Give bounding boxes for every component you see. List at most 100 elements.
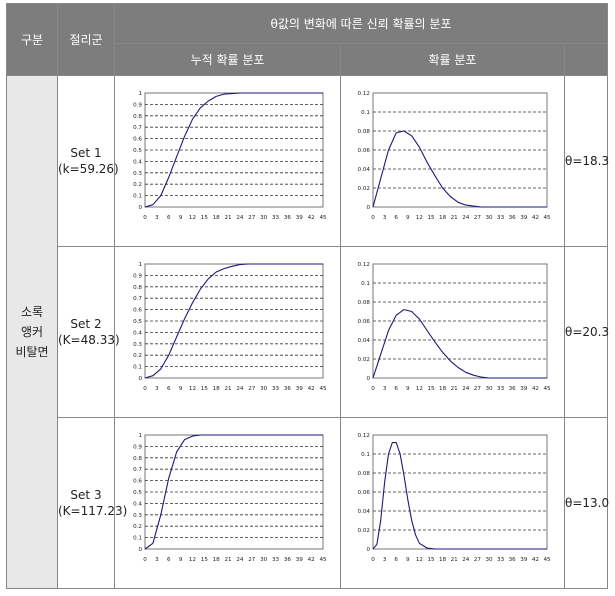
- x-tick-label: 12: [189, 215, 196, 221]
- x-tick-label: 9: [406, 386, 410, 392]
- x-tick-label: 18: [439, 386, 447, 392]
- x-tick-label: 30: [485, 386, 493, 392]
- set-cell: Set 2 (K=48.33): [57, 246, 120, 418]
- y-tick-label: 0.02: [358, 186, 370, 192]
- group-line: 비탈면: [15, 345, 49, 359]
- x-tick-label: 24: [236, 386, 244, 392]
- y-tick-label: 0.08: [358, 471, 371, 477]
- header-cdf: 누적 확률 분포: [114, 43, 341, 76]
- x-tick-label: 42: [308, 386, 315, 392]
- x-tick-label: 36: [284, 557, 292, 563]
- x-tick-label: 24: [462, 386, 470, 392]
- x-tick-label: 33: [272, 386, 280, 392]
- set-cell: Set 3 (K=117.23): [57, 417, 128, 589]
- distribution-table: 구분 절리군 θ값의 변화에 따른 신뢰 확률의 분포 누적 확률 분포 확률 …: [6, 3, 609, 589]
- y-tick-label: 0.1: [133, 535, 142, 541]
- x-tick-label: 33: [497, 215, 505, 221]
- group-cell: 소록 앵커 비탈면: [6, 75, 58, 589]
- y-tick-label: 0.1: [361, 110, 370, 116]
- x-tick-label: 0: [143, 557, 147, 563]
- x-tick-label: 45: [543, 386, 551, 392]
- x-tick-label: 18: [439, 215, 447, 221]
- x-tick-label: 42: [308, 557, 315, 563]
- y-tick-label: 0.12: [358, 262, 370, 268]
- series-line: [372, 129, 547, 208]
- y-tick-label: 1: [138, 262, 142, 268]
- x-tick-label: 42: [532, 557, 539, 563]
- y-tick-label: 0.7: [133, 467, 142, 473]
- y-tick-label: 0.4: [133, 330, 142, 336]
- y-tick-label: 0.4: [133, 159, 142, 165]
- y-tick-label: 0: [138, 376, 142, 382]
- header-theta-blank: [563, 43, 609, 76]
- y-tick-label: 0.8: [133, 113, 142, 119]
- y-tick-label: 0.06: [358, 490, 371, 496]
- table-row: 소록 앵커 비탈면 Set 1 (k=59.26) 0 0.1 0.2 0.3 0.4 0…: [6, 75, 609, 589]
- set-cell: Set 1 (k=59.26): [57, 75, 119, 247]
- x-tick-label: 45: [319, 557, 327, 563]
- x-tick-label: 27: [474, 557, 482, 563]
- header-row-1: 구분 절리군 θ값의 변화에 따른 신뢰 확률의 분포: [6, 3, 609, 76]
- y-tick-label: 0.1: [133, 193, 142, 199]
- x-tick-label: 45: [319, 215, 327, 221]
- y-tick-label: 0.3: [133, 170, 142, 176]
- x-tick-label: 15: [427, 386, 435, 392]
- y-tick-label: 0.4: [133, 501, 142, 507]
- y-tick-label: 0.2: [133, 353, 142, 359]
- x-tick-label: 3: [383, 386, 387, 392]
- y-tick-label: 0.9: [133, 273, 142, 279]
- y-tick-label: 0.04: [358, 338, 371, 344]
- y-tick-label: 0.06: [358, 148, 371, 154]
- y-tick-label: 0.02: [358, 528, 370, 534]
- y-tick-label: 0.5: [133, 319, 142, 325]
- x-tick-label: 33: [497, 557, 505, 563]
- x-tick-label: 42: [308, 215, 315, 221]
- y-tick-label: 0.6: [133, 136, 142, 142]
- y-tick-label: 0.2: [133, 182, 142, 188]
- series-line: [144, 91, 323, 208]
- series-line: [144, 433, 323, 549]
- x-tick-label: 6: [394, 215, 398, 221]
- set-k: (k=59.26): [58, 162, 119, 176]
- y-tick-label: 0.1: [133, 364, 142, 370]
- x-tick-label: 21: [451, 557, 459, 563]
- x-tick-label: 12: [416, 386, 423, 392]
- y-tick-label: 0.8: [133, 284, 142, 290]
- x-tick-label: 39: [296, 557, 304, 563]
- table-row: Set 3 (K=117.23) 0 0.1 0.2 0.3 0.4 0.5 0.6 0.7 0…: [7, 417, 609, 589]
- y-tick-label: 0.6: [133, 307, 142, 313]
- x-tick-label: 18: [213, 557, 221, 563]
- y-tick-label: 0: [366, 376, 370, 382]
- header-main: θ값의 변화에 따른 신뢰 확률의 분포: [113, 3, 609, 44]
- x-tick-label: 6: [167, 215, 171, 221]
- y-tick-label: 0.7: [133, 296, 142, 302]
- chart-cell: 0 0.02 0.04 0.06 0.08 0.1 0.12 0 3 6 9 12 15 18 21 24 27…: [340, 75, 565, 247]
- theta-value: θ=18.3: [563, 75, 609, 247]
- x-tick-label: 21: [225, 386, 233, 392]
- x-tick-label: 39: [520, 557, 528, 563]
- cdf-chart: 00.10.20.30.40.50.60.70.80.910 3 6 9 12 15 18 2…: [133, 262, 327, 392]
- chart-cell: 0 0.1 0.2 0.3 0.4 0.5 0.6 0.7 0.8 0.9 1 0 3 6 9 12 15 18 2…: [114, 417, 341, 589]
- x-tick-label: 0: [371, 557, 375, 563]
- x-tick-label: 30: [260, 215, 268, 221]
- set-name: Set 1: [70, 146, 102, 160]
- y-tick-label: 0.04: [358, 509, 371, 515]
- x-tick-label: 30: [485, 215, 493, 221]
- y-tick-label: 0.6: [133, 478, 142, 484]
- x-tick-label: 3: [383, 557, 387, 563]
- x-tick-label: 21: [225, 557, 233, 563]
- chart-cell: 0 0.02 0.04 0.06 0.08 0.1 0.12 0 3 6 9 12 15 18 21 24 27…: [340, 246, 565, 418]
- x-tick-label: 6: [167, 557, 171, 563]
- x-tick-label: 6: [394, 386, 398, 392]
- table-row: Set 2 (K=48.33) 0 0.1 0.2 0.3 0.4 0.5 0.6 0.7 0.…: [7, 246, 609, 418]
- x-tick-label: 15: [427, 557, 435, 563]
- set-k: (K=117.23): [58, 504, 128, 518]
- x-tick-label: 30: [260, 557, 268, 563]
- series-line: [372, 308, 547, 379]
- x-tick-label: 0: [371, 215, 375, 221]
- y-tick-label: 0.1: [361, 281, 370, 287]
- x-tick-label: 0: [143, 386, 147, 392]
- header-set: 절리군: [57, 3, 115, 76]
- x-tick-label: 45: [319, 386, 327, 392]
- x-tick-label: 6: [167, 386, 171, 392]
